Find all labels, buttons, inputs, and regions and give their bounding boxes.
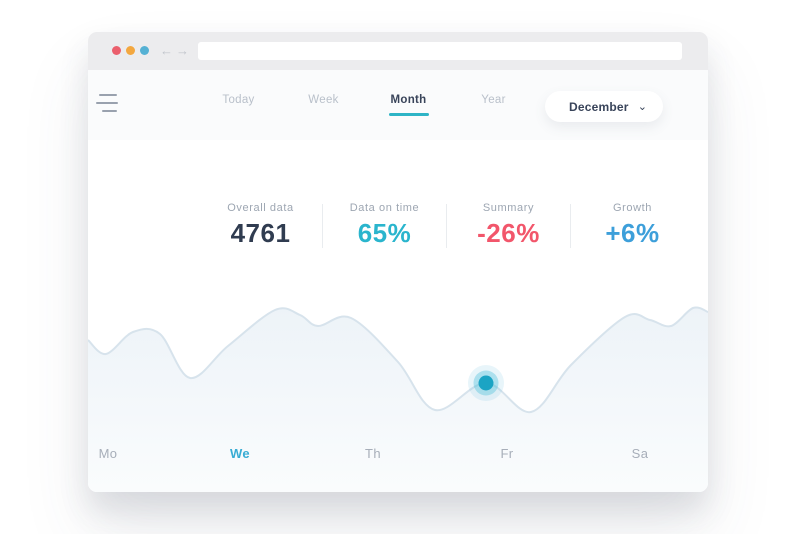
- divider: [446, 203, 447, 248]
- stat-growth: Growth +6%: [571, 202, 694, 249]
- divider: [322, 203, 323, 248]
- minimize-window-icon[interactable]: [126, 46, 135, 55]
- x-axis-label-sa[interactable]: Sa: [631, 446, 649, 461]
- active-tab-underline: [388, 113, 429, 116]
- app-header: Today Week Month Year December ⌄: [88, 70, 708, 140]
- area-chart: Mo We Th Fr Sa: [88, 290, 708, 492]
- stat-data-on-time: Data on time 65%: [323, 202, 446, 249]
- stats-row: Overall data 4761 Data on time 65% Summa…: [199, 202, 694, 249]
- stat-label: Overall data: [227, 202, 294, 214]
- url-bar[interactable]: [198, 42, 682, 60]
- tab-today[interactable]: Today: [196, 70, 281, 140]
- stat-value: 4761: [230, 218, 291, 248]
- close-window-icon[interactable]: [112, 46, 121, 55]
- tab-label: Year: [481, 94, 506, 106]
- stat-label: Summary: [482, 202, 535, 214]
- divider: [570, 203, 571, 248]
- highlight-dot[interactable]: [478, 375, 494, 391]
- x-axis-label-fr[interactable]: Fr: [500, 446, 514, 461]
- x-axis-label-we[interactable]: We: [229, 446, 251, 461]
- back-arrow-icon[interactable]: ←: [160, 43, 173, 58]
- maximize-window-icon[interactable]: [140, 46, 149, 55]
- stat-label: Growth: [612, 202, 653, 214]
- stat-overall-data: Overall data 4761: [199, 202, 322, 249]
- x-axis-label-mo[interactable]: Mo: [98, 446, 118, 461]
- tab-year[interactable]: Year: [451, 70, 536, 140]
- tab-week[interactable]: Week: [281, 70, 366, 140]
- stat-label: Data on time: [349, 202, 420, 214]
- forward-arrow-icon[interactable]: →: [176, 43, 189, 58]
- window-controls: [112, 46, 149, 55]
- tab-month[interactable]: Month: [366, 70, 451, 140]
- area-chart-svg: [88, 306, 708, 492]
- stat-value: +6%: [605, 218, 660, 248]
- chart-area-fill: [88, 307, 708, 492]
- chart-line: [88, 306, 708, 414]
- x-axis-labels: Mo We Th Fr Sa: [88, 446, 708, 466]
- tab-label: Month: [390, 94, 427, 106]
- stat-summary: Summary -26%: [447, 202, 570, 249]
- chevron-down-icon: ⌄: [637, 100, 647, 113]
- month-selector[interactable]: December ⌄: [545, 91, 663, 122]
- x-axis-label-th[interactable]: Th: [365, 446, 381, 461]
- browser-window: ← → Today Week Month: [88, 32, 708, 492]
- menu-icon[interactable]: [96, 94, 120, 114]
- period-tabs: Today Week Month Year: [196, 70, 536, 140]
- month-selector-value: December: [569, 99, 629, 114]
- browser-chrome: ← →: [88, 32, 708, 70]
- tab-label: Today: [222, 94, 255, 106]
- tab-label: Week: [308, 94, 339, 106]
- stat-value: -26%: [477, 218, 540, 248]
- stat-value: 65%: [357, 218, 412, 248]
- dashboard-main: Overall data 4761 Data on time 65% Summa…: [88, 140, 708, 492]
